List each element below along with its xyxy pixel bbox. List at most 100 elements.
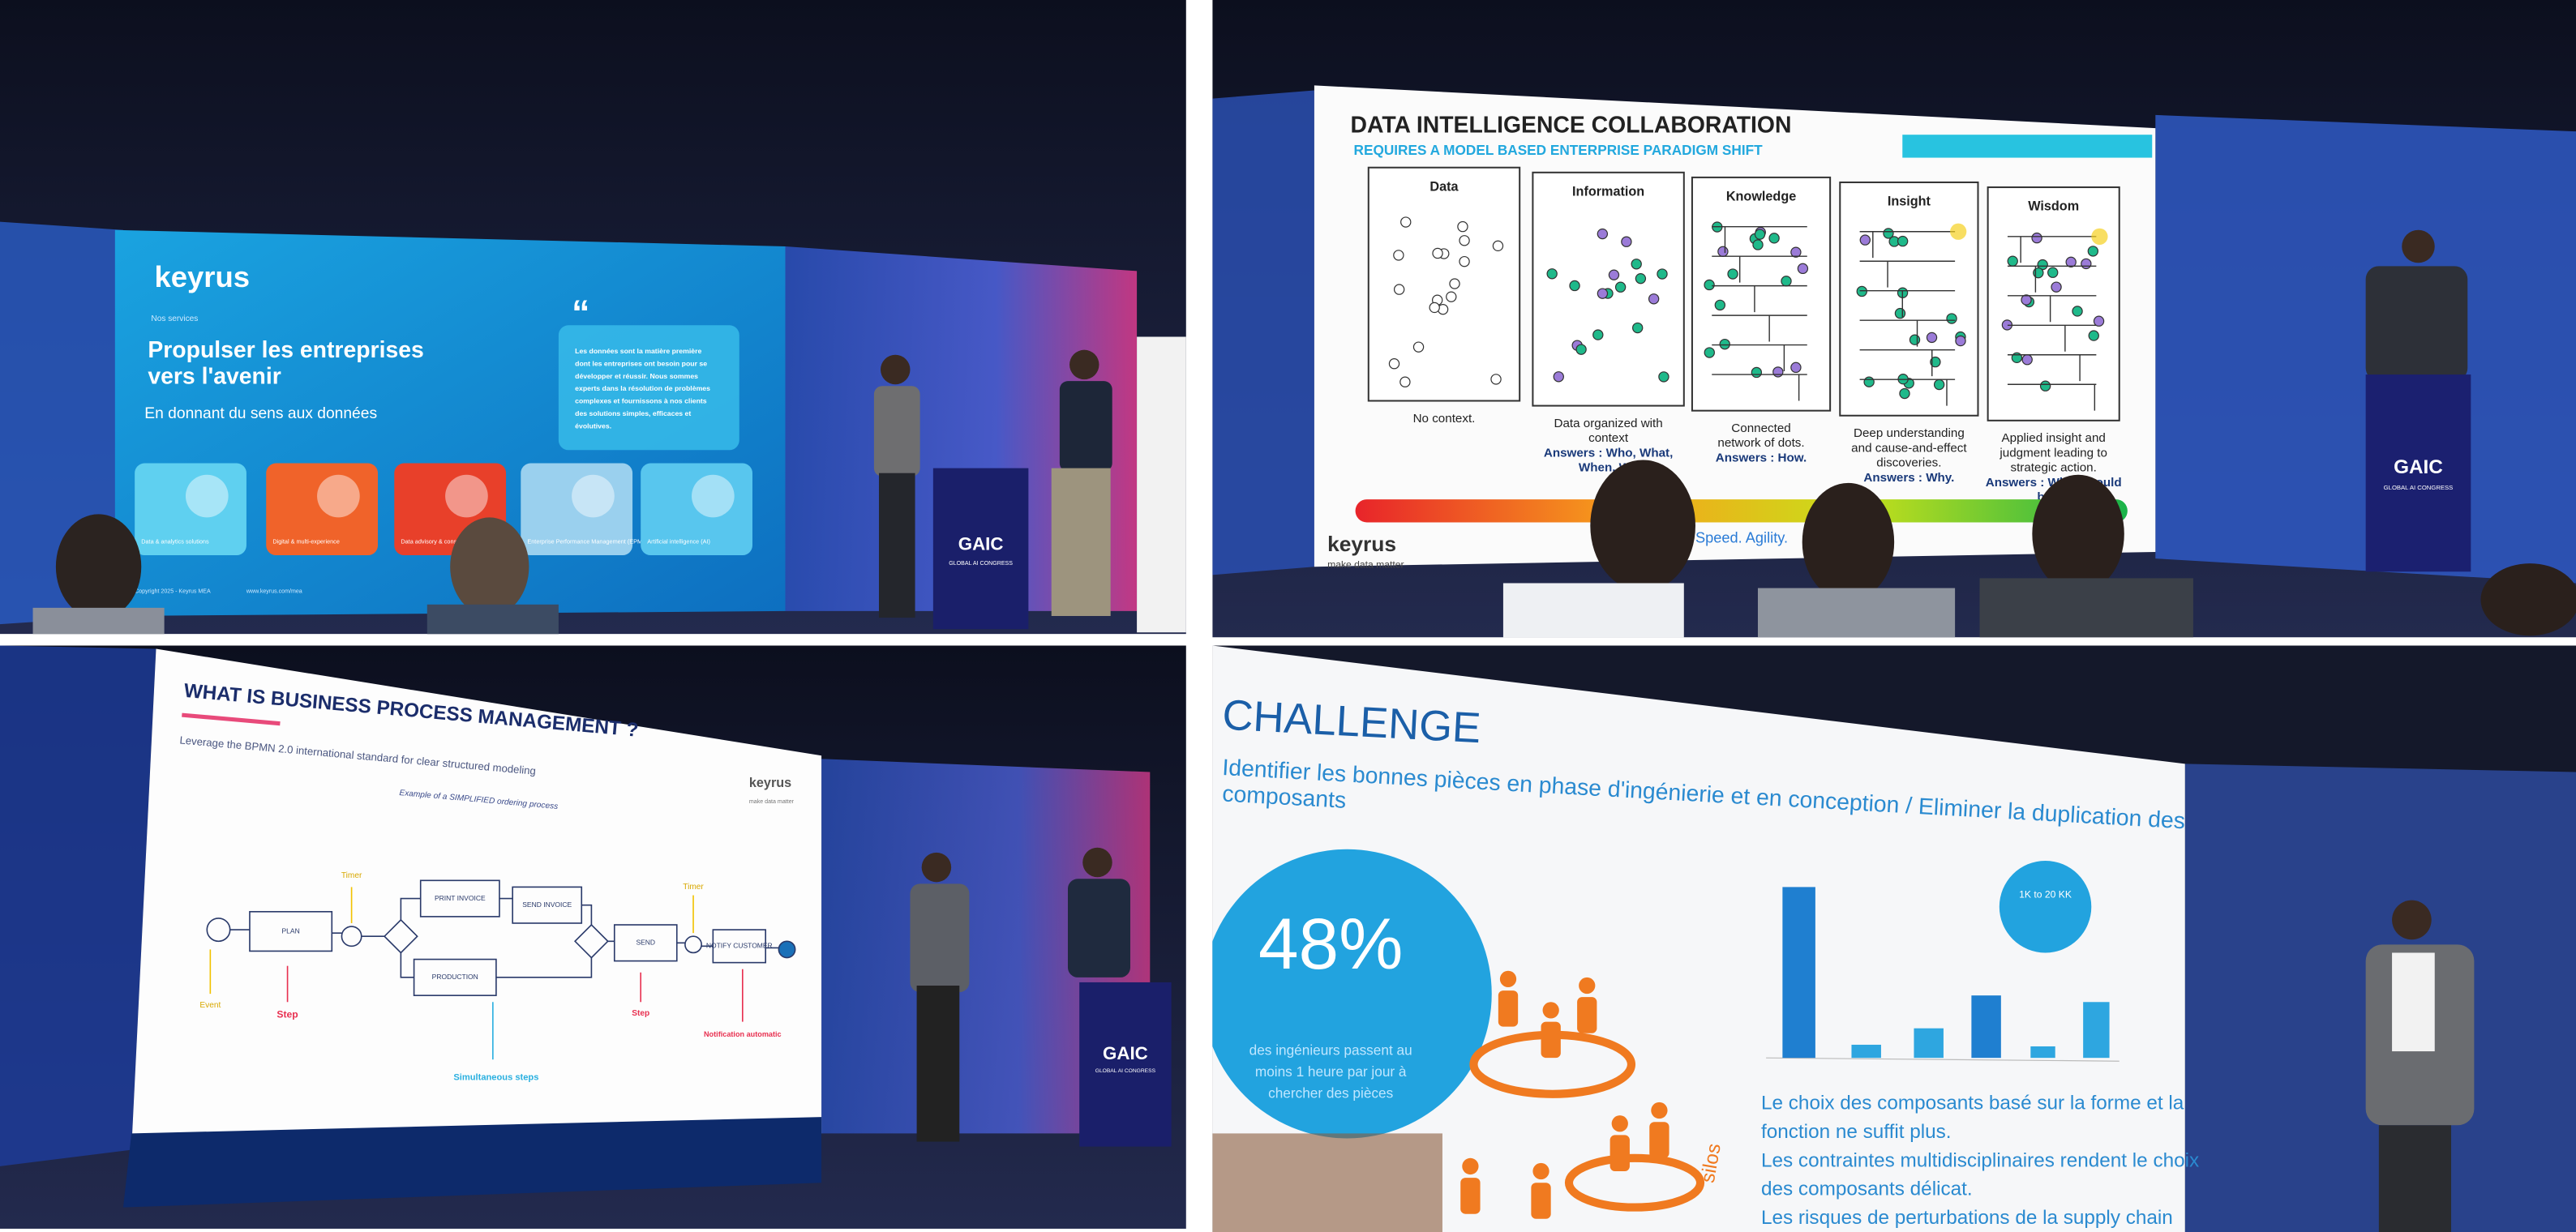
- note: Timer: [683, 883, 704, 892]
- kicker: Nos services: [151, 314, 198, 323]
- dot: [1459, 255, 1470, 267]
- stage-caption: judgment leading to: [1999, 446, 2107, 460]
- dot: [1714, 299, 1726, 311]
- dot: [1597, 288, 1609, 299]
- highlight: [1950, 223, 1967, 240]
- dot: [2021, 294, 2032, 306]
- dot: [1569, 280, 1580, 292]
- dot: [1772, 366, 1784, 378]
- dot: [1553, 371, 1564, 383]
- speaker: [2365, 229, 2468, 382]
- connector: [1859, 260, 1956, 288]
- dot: [1429, 302, 1440, 314]
- dot: [1933, 379, 1945, 391]
- step-label: PLAN: [282, 926, 300, 935]
- service-card: [521, 463, 633, 556]
- dot: [1704, 347, 1715, 358]
- step-label: NOTIFY CUSTOMER: [706, 942, 773, 950]
- dot: [2051, 281, 2062, 293]
- stage-answer: Answers : Why.: [1863, 471, 1954, 485]
- brand: keyrus: [1327, 532, 1396, 556]
- dot: [1457, 220, 1468, 233]
- sidebar-line: développer et réussir. Nous sommes: [575, 372, 698, 380]
- dot: [1446, 291, 1457, 302]
- url: www.keyrus.com/mea: [246, 588, 302, 594]
- stage-label: Information: [1572, 184, 1644, 199]
- stage-box: [1691, 176, 1832, 412]
- connector: [1712, 225, 1807, 254]
- photo-keyrus-services: keyrus Nos services Propulser les entrep…: [0, 0, 1186, 635]
- dot: [1621, 236, 1632, 247]
- service-icon: [317, 474, 360, 518]
- stat-caption: des ingénieurs passent au: [1249, 1042, 1412, 1059]
- service-card: [266, 463, 379, 556]
- dot: [1704, 279, 1715, 291]
- service-label: Artificial intelligence (AI): [647, 538, 710, 545]
- service-label: Data advisory & consulting: [401, 538, 470, 545]
- dot: [1546, 268, 1558, 280]
- badge-text: 1K to 20 KK: [2019, 889, 2072, 900]
- connector: [1859, 379, 1956, 406]
- bullet-line: fonction ne suffit plus.: [1761, 1121, 1952, 1143]
- connector: [1859, 231, 1956, 259]
- stage-caption: discoveries.: [1876, 456, 1941, 470]
- service-label: Enterprise Performance Management (EPM): [527, 538, 644, 545]
- dot: [1490, 374, 1502, 385]
- stage-caption: context: [1588, 431, 1629, 445]
- dot: [1717, 246, 1729, 258]
- annotations: Event Step Timer Simultaneous steps Step…: [199, 871, 781, 1083]
- service-label: Data & analytics solutions: [141, 538, 209, 545]
- dot: [1635, 272, 1647, 284]
- connector: [1712, 284, 1807, 313]
- dot: [1648, 293, 1660, 305]
- dot: [1781, 276, 1792, 287]
- podium-logo: GAIC: [958, 534, 1004, 554]
- dot: [1856, 285, 1867, 297]
- connector: [2007, 265, 2097, 293]
- bullet-line: Les risques de perturbations de la suppl…: [1761, 1207, 2173, 1229]
- dot: [1751, 366, 1763, 379]
- stage-answer: Answers : Who, What,: [1544, 446, 1673, 460]
- dot: [1790, 361, 1802, 374]
- connector: [1859, 349, 1956, 377]
- sidebar-line: évolutives.: [575, 421, 611, 430]
- service-cards: Data & analytics solutions Digital & mult…: [135, 463, 752, 556]
- note: Event: [199, 1001, 221, 1010]
- podium-name: GLOBAL AI CONGRESS: [949, 560, 1013, 567]
- stat: 48%: [1258, 903, 1403, 984]
- dot: [2093, 315, 2105, 327]
- step-label: PRODUCTION: [432, 973, 478, 981]
- bullet-line: Les contraintes multidisciplinaires rend…: [1761, 1149, 2199, 1171]
- stage-caption: and cause-and-effect: [1851, 441, 1967, 455]
- dot: [2088, 330, 2099, 341]
- speaker: [2365, 900, 2475, 1232]
- stage-caption: Connected: [1731, 421, 1790, 435]
- photo-data-intelligence: DATA INTELLIGENCE COLLABORATION REQUIRES…: [1212, 0, 2576, 638]
- service-icon: [692, 474, 735, 518]
- dot: [1449, 278, 1460, 289]
- slide-title: Propulser les entreprises: [148, 337, 423, 363]
- dot: [1592, 329, 1604, 340]
- connector: [2007, 295, 2097, 323]
- service-label: Digital & multi-experience: [272, 538, 340, 545]
- photo-challenge: CHALLENGE Identifier les bonnes pièces e…: [1212, 645, 2576, 1232]
- dot: [1899, 387, 1910, 400]
- dot: [1614, 281, 1627, 293]
- people-icons: [1460, 970, 1705, 1219]
- stage-caption: network of dots.: [1717, 436, 1804, 450]
- dot: [1930, 356, 1941, 368]
- stage-box: [1839, 181, 1979, 417]
- tagline: make data matter: [749, 798, 795, 805]
- stage-label: Wisdom: [2028, 199, 2079, 214]
- bullets: Le choix des composants basé sur la form…: [1761, 1092, 2199, 1229]
- dot: [1768, 233, 1780, 244]
- dot: [1492, 240, 1504, 252]
- service-card: [135, 463, 246, 556]
- dot: [1754, 229, 1766, 240]
- stage-label: Knowledge: [1726, 189, 1796, 203]
- connector: [2007, 324, 2097, 352]
- note: Simultaneous steps: [453, 1072, 538, 1082]
- dot: [1393, 284, 1405, 295]
